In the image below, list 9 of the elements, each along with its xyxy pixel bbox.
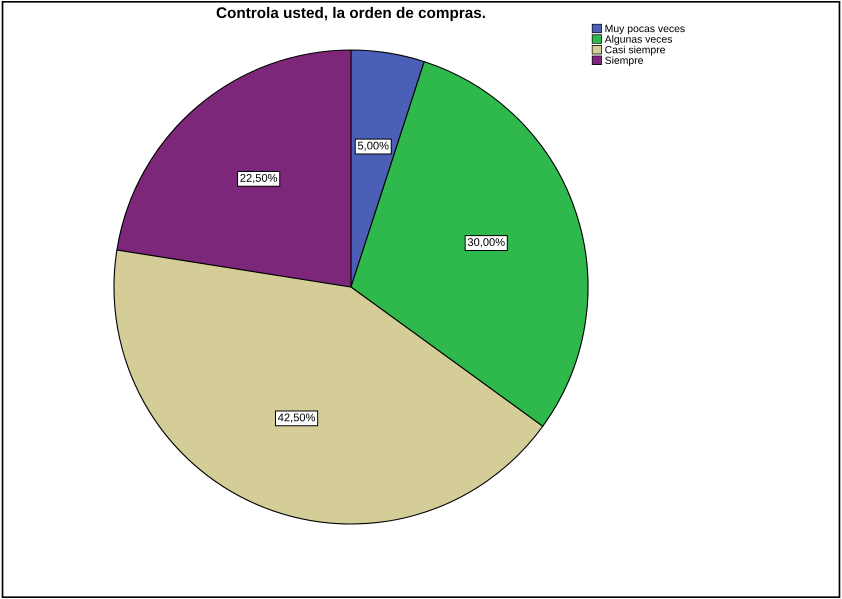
legend-label: Casi siempre	[605, 46, 665, 56]
data-label: 5,00%	[358, 142, 389, 151]
data-label: 22,50%	[240, 174, 278, 184]
legend-label: Muy pocas veces	[606, 24, 685, 34]
chart-title: Controla usted, la orden de compras.	[216, 6, 485, 22]
legend-label: Algunas veces	[604, 35, 672, 45]
data-label: 42,50%	[278, 413, 316, 423]
data-label: 30,00%	[468, 238, 505, 248]
legend-label: Siempre	[605, 56, 643, 66]
